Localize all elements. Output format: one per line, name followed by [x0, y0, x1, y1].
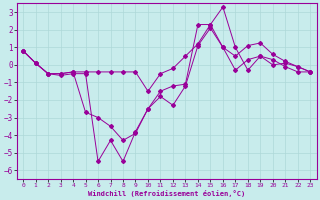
X-axis label: Windchill (Refroidissement éolien,°C): Windchill (Refroidissement éolien,°C): [88, 190, 245, 197]
